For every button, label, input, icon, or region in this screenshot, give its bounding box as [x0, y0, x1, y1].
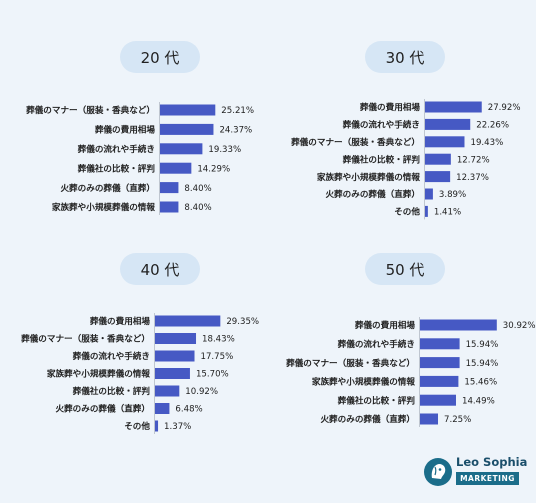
- value-label: 15.70%: [196, 370, 229, 380]
- value-label: 18.43%: [202, 335, 235, 345]
- bar: [160, 104, 216, 116]
- value-label: 14.49%: [462, 396, 495, 406]
- category-label: 葬儀の流れや手続き: [343, 119, 420, 131]
- bar: [155, 315, 221, 327]
- category-label: 葬儀の流れや手続き: [338, 338, 415, 350]
- value-label: 1.41%: [434, 208, 461, 218]
- bar: [160, 182, 179, 194]
- value-label: 3.89%: [439, 190, 466, 200]
- chart-title-pill: [365, 41, 445, 73]
- category-label: その他: [394, 206, 420, 218]
- bar: [155, 403, 170, 414]
- value-label: 15.94%: [466, 359, 499, 369]
- category-label: 葬儀社の比較・評判: [343, 153, 421, 165]
- bar: [155, 333, 197, 344]
- category-label: 火葬のみの葬儀（直葬）: [60, 182, 155, 194]
- bar: [155, 385, 180, 397]
- category-label: 葬儀の費用相場: [355, 319, 416, 331]
- bar: [425, 205, 428, 217]
- value-label: 29.35%: [226, 317, 259, 327]
- logo-subtitle: MARKETING: [456, 472, 519, 485]
- chart-40s: 40 代葬儀の費用相場 29.35% 葬儀のマナー（服装・香典など） 18.43% 葬儀…: [0, 250, 268, 435]
- bar: [155, 420, 159, 432]
- category-label: 家族葬や小規模葬儀の情報: [312, 376, 416, 388]
- bar: [425, 118, 471, 130]
- category-label: その他: [124, 420, 150, 432]
- bar: [420, 357, 460, 369]
- value-label: 6.48%: [175, 405, 202, 415]
- value-label: 12.37%: [456, 173, 489, 183]
- chart-title: 30 代: [386, 49, 425, 67]
- bar: [160, 162, 192, 174]
- category-label: 葬儀のマナー（服装・香典など）: [291, 136, 420, 148]
- chart-title-pill: [120, 253, 200, 285]
- value-label: 19.33%: [208, 145, 241, 155]
- category-label: 葬儀の費用相場: [95, 124, 156, 136]
- brand-logo: Leo Sophia MARKETING: [423, 455, 527, 491]
- chart-title-pill: [120, 41, 200, 73]
- chart-50s: 50 代葬儀の費用相場 30.92% 葬儀の流れや手続き 15.94% 葬儀のマナー（服…: [268, 250, 536, 435]
- category-label: 葬儀社の比較・評判: [73, 385, 151, 397]
- value-label: 27.92%: [488, 103, 521, 113]
- bar: [420, 413, 439, 425]
- chart-title-pill: [365, 253, 445, 285]
- value-label: 30.92%: [503, 321, 536, 331]
- chart-20s: 20 代葬儀のマナー（服装・香典など） 25.21% 葬儀の費用相場 24.37% 葬儀…: [0, 38, 268, 218]
- logo-name: Leo Sophia: [456, 455, 528, 469]
- category-label: 葬儀社の比較・評判: [78, 162, 156, 174]
- bar: [160, 123, 214, 135]
- bar: [420, 319, 497, 331]
- value-label: 7.25%: [444, 415, 471, 425]
- value-label: 25.21%: [221, 106, 254, 116]
- value-label: 8.40%: [184, 184, 211, 194]
- value-label: 17.75%: [201, 352, 234, 362]
- category-label: 葬儀の流れや手続き: [78, 143, 155, 155]
- category-label: 葬儀のマナー（服装・香典など）: [21, 333, 150, 345]
- category-label: 葬儀の費用相場: [360, 101, 421, 113]
- category-label: 葬儀社の比較・評判: [338, 394, 416, 406]
- bar: [425, 153, 451, 165]
- category-label: 火葬のみの葬儀（直葬）: [55, 403, 150, 415]
- value-label: 1.37%: [164, 422, 191, 432]
- value-label: 22.26%: [476, 121, 509, 131]
- bar: [420, 394, 456, 406]
- bar: [160, 201, 179, 213]
- category-label: 家族葬や小規模葬儀の情報: [47, 368, 151, 380]
- chart-title: 50 代: [386, 261, 425, 279]
- category-label: 葬儀のマナー（服装・香典など）: [286, 357, 415, 369]
- bar: [155, 368, 190, 379]
- category-label: 家族葬や小規模葬儀の情報: [52, 201, 156, 213]
- bar: [160, 143, 203, 155]
- category-label: 葬儀の流れや手続き: [73, 350, 150, 362]
- chart-title: 20 代: [141, 49, 180, 67]
- bar: [420, 338, 460, 350]
- bar: [425, 136, 465, 148]
- bar: [420, 375, 459, 387]
- value-label: 15.94%: [466, 340, 499, 350]
- value-label: 14.29%: [197, 164, 230, 174]
- bar: [425, 188, 433, 200]
- bar: [425, 101, 482, 113]
- bar: [155, 350, 195, 362]
- value-label: 8.40%: [184, 203, 211, 213]
- value-label: 12.72%: [457, 155, 490, 165]
- category-label: 火葬のみの葬儀（直葬）: [320, 413, 415, 425]
- lion-head-icon: [424, 458, 452, 486]
- category-label: 葬儀のマナー（服装・香典など）: [26, 104, 155, 116]
- chart-title: 40 代: [141, 261, 180, 279]
- category-label: 火葬のみの葬儀（直葬）: [325, 188, 420, 200]
- category-label: 葬儀の費用相場: [90, 315, 151, 327]
- bar: [425, 171, 451, 183]
- value-label: 24.37%: [219, 126, 252, 136]
- value-label: 10.92%: [185, 387, 218, 397]
- value-label: 15.46%: [464, 378, 497, 388]
- chart-30s: 30 代葬儀の費用相場 27.92% 葬儀の流れや手続き 22.26% 葬儀のマナー（服…: [268, 38, 536, 220]
- category-label: 家族葬や小規模葬儀の情報: [317, 171, 421, 183]
- value-label: 19.43%: [470, 138, 503, 148]
